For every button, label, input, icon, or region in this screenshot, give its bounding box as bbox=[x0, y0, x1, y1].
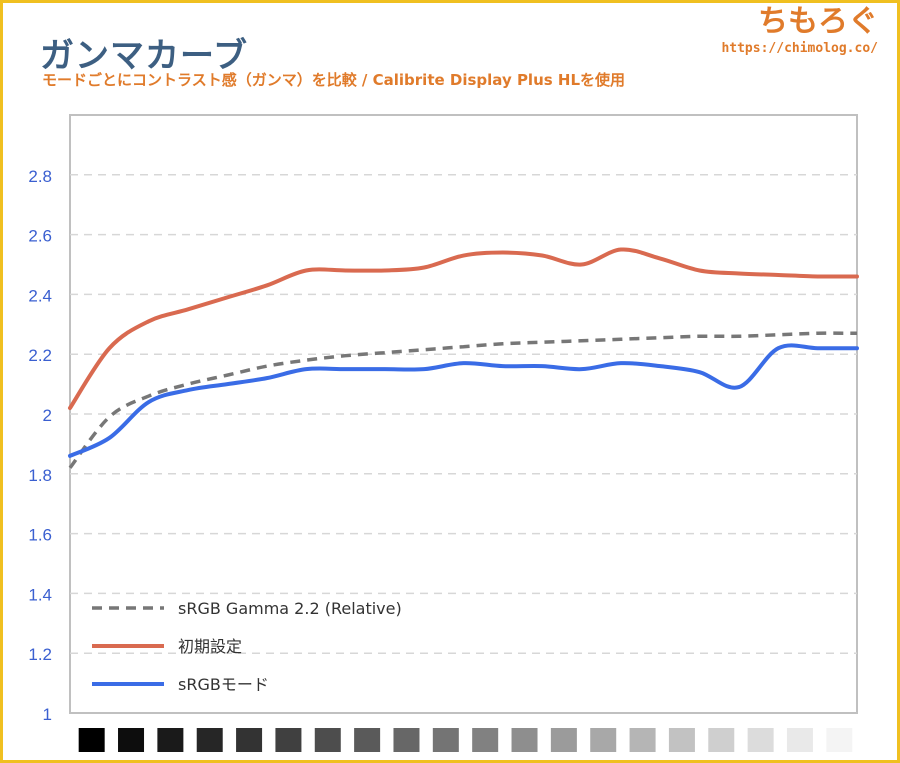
logo-text: ちもろぐ bbox=[758, 4, 878, 39]
y-tick-label: 1.4 bbox=[28, 585, 52, 604]
legend-label-0: sRGB Gamma 2.2 (Relative) bbox=[178, 599, 402, 618]
gray-swatch-12 bbox=[550, 728, 577, 752]
chart-title: ガンマカーブ bbox=[40, 36, 248, 76]
y-tick-label: 1.6 bbox=[28, 526, 52, 545]
gray-swatch-8 bbox=[393, 728, 420, 752]
site-logo[interactable]: ちもろぐ https://chimolog.co/ bbox=[721, 4, 878, 57]
logo-url: https://chimolog.co/ bbox=[721, 41, 878, 56]
gray-swatch-19 bbox=[826, 728, 853, 752]
gray-swatch-16 bbox=[708, 728, 735, 752]
y-tick-label: 2 bbox=[43, 406, 52, 425]
y-tick-label: 1.2 bbox=[28, 645, 52, 664]
gray-swatch-13 bbox=[590, 728, 617, 752]
gray-swatch-5 bbox=[275, 728, 302, 752]
series-line-2 bbox=[68, 343, 859, 458]
y-tick-label: 1.8 bbox=[28, 466, 52, 485]
gray-swatch-4 bbox=[236, 728, 263, 752]
series-line-0 bbox=[68, 331, 858, 469]
y-tick-label: 2.8 bbox=[28, 167, 52, 186]
gray-swatch-6 bbox=[314, 728, 341, 752]
y-tick-label: 2.6 bbox=[28, 227, 52, 246]
gray-swatch-17 bbox=[747, 728, 774, 752]
chart-subtitle: モードごとにコントラスト感（ガンマ）を比較 / Calibrite Displa… bbox=[42, 71, 626, 89]
gray-swatch-18 bbox=[786, 728, 813, 752]
y-tick-label: 2.2 bbox=[28, 346, 52, 365]
gray-swatch-7 bbox=[354, 728, 381, 752]
legend-label-2: sRGBモード bbox=[178, 675, 269, 694]
gray-swatch-15 bbox=[668, 728, 695, 752]
gray-swatch-1 bbox=[118, 728, 145, 752]
gray-swatch-10 bbox=[472, 728, 499, 752]
gray-swatch-2 bbox=[157, 728, 184, 752]
y-tick-label: 2.4 bbox=[28, 286, 52, 305]
y-tick-label: 1 bbox=[43, 705, 52, 724]
gray-swatch-11 bbox=[511, 728, 538, 752]
gray-swatch-3 bbox=[196, 728, 223, 752]
legend-label-1: 初期設定 bbox=[178, 637, 242, 656]
gray-swatch-14 bbox=[629, 728, 656, 752]
gray-swatch-9 bbox=[432, 728, 459, 752]
series-line-1 bbox=[68, 247, 859, 411]
gray-swatch-0 bbox=[78, 728, 105, 752]
